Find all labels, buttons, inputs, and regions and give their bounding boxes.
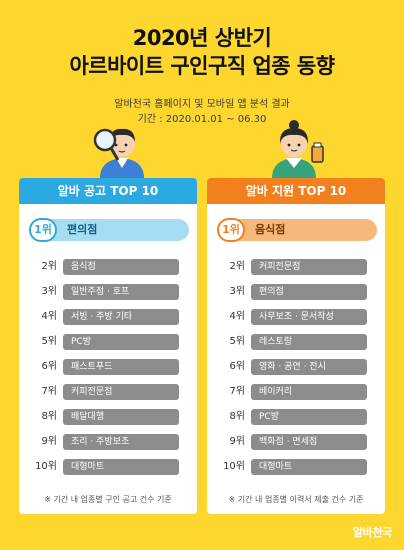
rank-number: 2위 <box>229 261 245 272</box>
list-item: 4위 사무보조 · 문서작성 <box>207 307 385 327</box>
list-item: 4위 서빙 · 주방 기타 <box>19 307 197 327</box>
rank-label: PC방 <box>251 409 367 425</box>
page-title-line1: 2020년 상반기 <box>132 26 272 50</box>
rank-number: 6위 <box>229 361 245 372</box>
coffee-character-icon <box>262 118 330 178</box>
list-item: 5위 레스토랑 <box>207 332 385 352</box>
first-rank-badge: 1위 <box>29 218 57 242</box>
rank-number: 9위 <box>41 436 57 447</box>
panel-footnote: ※ 기간 내 업종별 이력서 제출 건수 기준 <box>228 495 364 504</box>
job-applications-top10-panel: 알바 지원 TOP 10 음식점 1위 2위 커피전문점 3위 편의점 4위 사… <box>207 178 385 514</box>
rank-label: 영화 · 공연 · 전시 <box>251 359 367 375</box>
rank-label: 배달대행 <box>63 409 179 425</box>
list-item: 9위 조리 · 주방보조 <box>19 432 197 452</box>
rank-label: 패스트푸드 <box>63 359 179 375</box>
rank-label: 편의점 <box>251 284 367 300</box>
period-text: 기간 : 2020.01.01 ~ 06.30 <box>137 114 267 125</box>
panel-footnote: ※ 기간 내 업종별 구인 공고 건수 기준 <box>44 495 172 504</box>
job-postings-top10-panel: 알바 공고 TOP 10 편의점 1위 2위 음식점 3위 일반주점 · 호프 … <box>19 178 197 514</box>
rank-label: PC방 <box>63 334 179 350</box>
rank-number: 10위 <box>223 461 245 472</box>
list-item: 7위 커피전문점 <box>19 382 197 402</box>
rank-label: 사무보조 · 문서작성 <box>251 309 367 325</box>
rank-number: 5위 <box>229 336 245 347</box>
rank-list: 2위 커피전문점 3위 편의점 4위 사무보조 · 문서작성 5위 레스토랑 6… <box>207 257 385 482</box>
rank-number: 3위 <box>41 286 57 297</box>
list-item: 6위 영화 · 공연 · 전시 <box>207 357 385 377</box>
list-item: 10위 대형마트 <box>207 457 385 477</box>
rank-label: 대형마트 <box>251 459 367 475</box>
list-item: 6위 패스트푸드 <box>19 357 197 377</box>
rank-label: 베이커리 <box>251 384 367 400</box>
list-item: 3위 편의점 <box>207 282 385 302</box>
rank-number: 5위 <box>41 336 57 347</box>
rank-list: 2위 음식점 3위 일반주점 · 호프 4위 서빙 · 주방 기타 5위 PC방… <box>19 257 197 482</box>
rank-label: 커피전문점 <box>63 384 179 400</box>
list-item: 8위 배달대행 <box>19 407 197 427</box>
rank-label: 서빙 · 주방 기타 <box>63 309 179 325</box>
magnifier-character-icon <box>92 120 152 178</box>
list-item: 8위 PC방 <box>207 407 385 427</box>
list-item: 3위 일반주점 · 호프 <box>19 282 197 302</box>
first-rank-label: 편의점 <box>51 219 189 241</box>
rank-number: 3위 <box>229 286 245 297</box>
rank-number: 4위 <box>229 311 245 322</box>
rank-number: 9위 <box>229 436 245 447</box>
rank-number: 10위 <box>35 461 57 472</box>
rank-number: 8위 <box>41 411 57 422</box>
rank-label: 대형마트 <box>63 459 179 475</box>
first-rank-row: 편의점 1위 <box>29 218 189 242</box>
subtitle: 알바천국 홈페이지 및 모바일 앱 분석 결과 <box>114 99 290 110</box>
brand-logo: 알바천국 <box>352 526 393 539</box>
list-item: 2위 음식점 <box>19 257 197 277</box>
list-item: 5위 PC방 <box>19 332 197 352</box>
first-rank-badge: 1위 <box>217 218 245 242</box>
list-item: 10위 대형마트 <box>19 457 197 477</box>
rank-number: 7위 <box>41 386 57 397</box>
page-title-line2: 아르바이트 구인구직 업종 동향 <box>69 54 335 78</box>
list-item: 9위 백화점 · 면세점 <box>207 432 385 452</box>
rank-label: 음식점 <box>63 259 179 275</box>
rank-label: 일반주점 · 호프 <box>63 284 179 300</box>
rank-label: 조리 · 주방보조 <box>63 434 179 450</box>
list-item: 7위 베이커리 <box>207 382 385 402</box>
rank-label: 백화점 · 면세점 <box>251 434 367 450</box>
first-rank-label: 음식점 <box>239 219 377 241</box>
panel-title: 알바 지원 TOP 10 <box>207 178 385 204</box>
list-item: 2위 커피전문점 <box>207 257 385 277</box>
rank-number: 2위 <box>41 261 57 272</box>
rank-number: 7위 <box>229 386 245 397</box>
rank-number: 4위 <box>41 311 57 322</box>
rank-number: 6위 <box>41 361 57 372</box>
first-rank-row: 음식점 1위 <box>217 218 377 242</box>
rank-label: 레스토랑 <box>251 334 367 350</box>
rank-label: 커피전문점 <box>251 259 367 275</box>
panel-title: 알바 공고 TOP 10 <box>19 178 197 204</box>
rank-number: 8위 <box>229 411 245 422</box>
